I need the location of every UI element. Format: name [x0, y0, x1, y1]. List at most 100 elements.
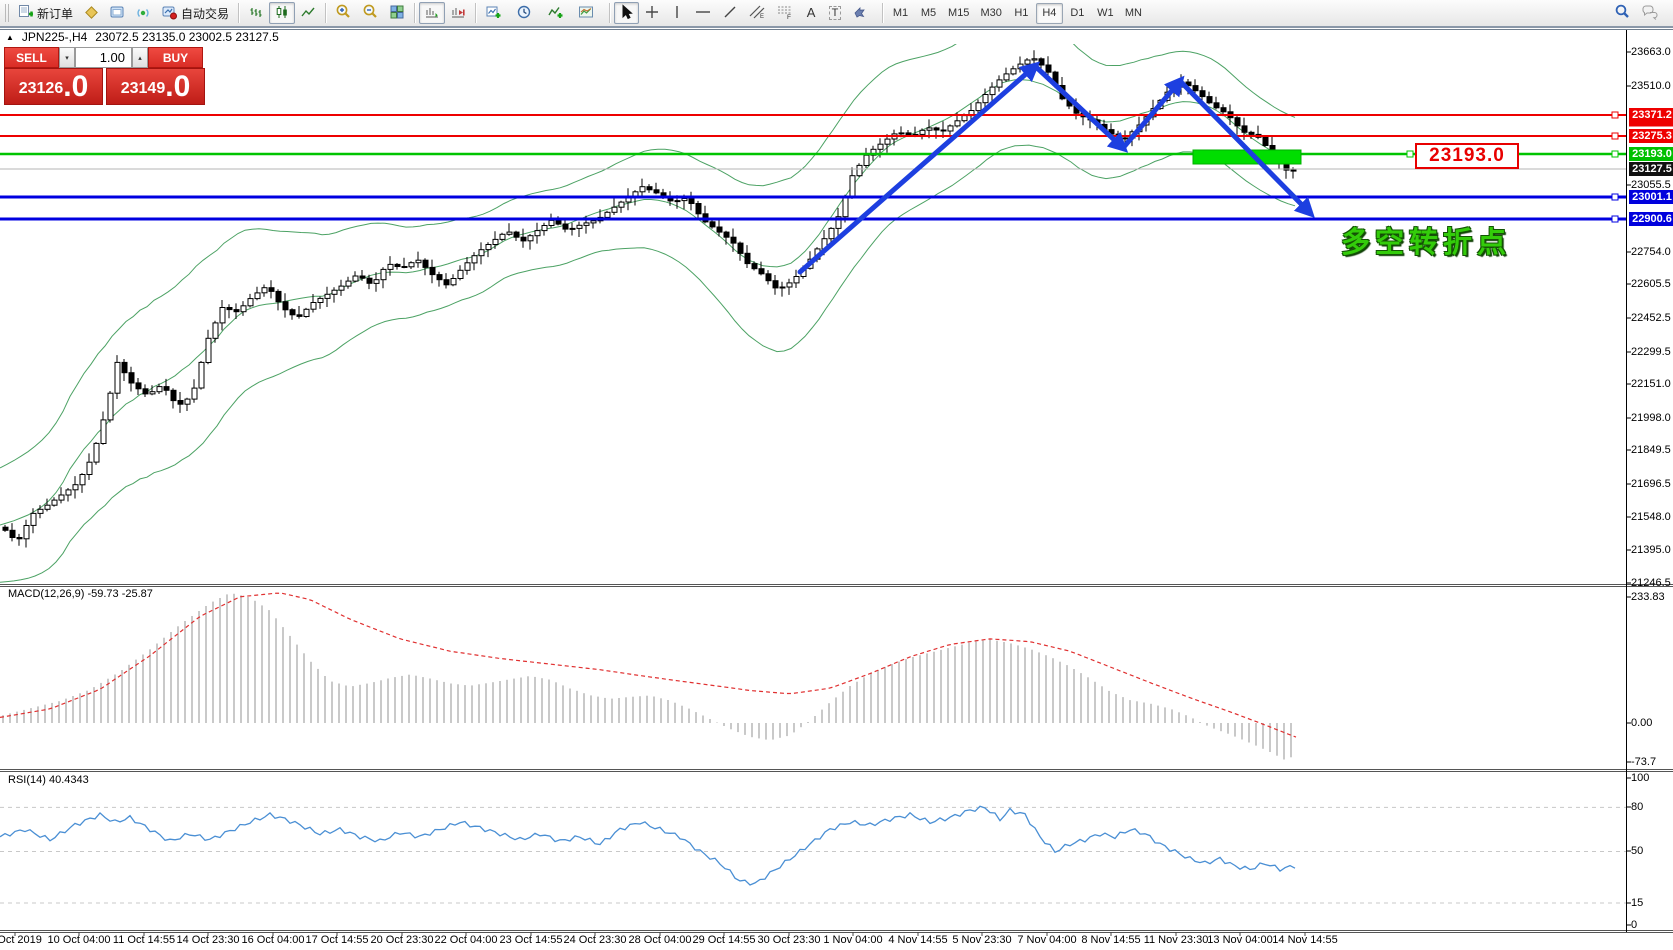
crosshair-tool-button[interactable]	[639, 2, 665, 24]
new-order-label: 新订单	[37, 6, 74, 21]
collapse-triangle-icon[interactable]: ▲	[6, 32, 14, 42]
shapes-arrows-icon	[852, 4, 868, 23]
sell-price-pips: .0	[63, 70, 89, 103]
new-order-button[interactable]: 新订单	[13, 2, 78, 24]
bar-chart-button[interactable]	[243, 2, 269, 24]
cursor-tool-button[interactable]	[614, 2, 640, 24]
svg-text:E: E	[760, 14, 764, 20]
zoom-out-button[interactable]	[357, 2, 384, 24]
toolbar: 新订单 自动交易	[0, 0, 1673, 28]
axis-tick-label: 100	[1631, 772, 1650, 784]
autotrading-label: 自动交易	[181, 6, 230, 21]
fibonacci-tool-button[interactable]: F	[771, 2, 799, 24]
axis-tick-label: 0.00	[1631, 717, 1653, 729]
timeframe-MN[interactable]: MN	[1124, 7, 1142, 19]
time-label: 11 Oct 14:55	[112, 934, 176, 946]
tile-windows-icon	[389, 4, 405, 23]
time-label: 11 Nov 23:30	[1143, 934, 1209, 946]
toolbar-grip[interactable]	[5, 4, 10, 22]
axis-tick-label: 233.83	[1631, 591, 1665, 603]
crosshair-icon	[644, 4, 660, 23]
zoom-out-icon	[362, 3, 379, 23]
equidistant-channel-tool-button[interactable]: E	[743, 2, 771, 24]
candlestick-chart-button[interactable]	[269, 2, 296, 24]
covered-badge-sliver	[1629, 121, 1673, 127]
toolbar-separator	[414, 3, 416, 23]
buy-button[interactable]: BUY	[148, 47, 203, 68]
chart-shift-icon	[450, 4, 466, 23]
search-icon	[1614, 3, 1631, 23]
volume-increase-button[interactable]: ▴	[132, 47, 148, 68]
timeframe-D1[interactable]: D1	[1070, 7, 1085, 19]
toolbar-separator	[882, 3, 884, 23]
line-chart-button[interactable]	[295, 2, 321, 24]
zigzag-trend-arrows[interactable]	[797, 61, 1315, 275]
zoom-in-button[interactable]	[330, 2, 357, 24]
periods-dropdown[interactable]	[511, 2, 542, 24]
time-label: 8 Nov 14:55	[1081, 934, 1141, 946]
text-tool-button[interactable]: A	[799, 2, 823, 24]
new-chart-icon	[485, 4, 501, 23]
vertical-line-icon	[672, 4, 682, 23]
timeframe-H4[interactable]: H4	[1035, 2, 1063, 24]
turning-point-annotation[interactable]: 多空转折点	[1341, 227, 1512, 259]
sell-price-main: 23126	[18, 80, 64, 97]
sell-price-tile[interactable]: 23126.0	[4, 68, 103, 105]
timeframe-M5[interactable]: M5	[920, 7, 937, 19]
signals-button[interactable]	[130, 2, 156, 24]
timeframe-M30[interactable]: M30	[980, 7, 1002, 19]
axis-tick-label: 21696.5	[1631, 478, 1671, 490]
buy-price-main: 23149	[120, 80, 166, 97]
axis-tick-label: 0	[1631, 919, 1638, 931]
axis-tick-label: 22754.0	[1631, 246, 1671, 258]
horizontal-line-tool-button[interactable]	[689, 2, 717, 24]
time-label: 29 Oct 14:55	[692, 934, 756, 946]
macd-indicator-label: MACD(12,26,9) -59.73 -25.87	[8, 588, 153, 600]
axis-tick-label: -73.7	[1631, 756, 1657, 768]
axis-tick-label: 15	[1631, 897, 1644, 909]
toolbar-separator	[238, 3, 240, 23]
new-chart-dropdown[interactable]	[480, 2, 511, 24]
sell-button[interactable]: SELL	[4, 47, 59, 68]
timeframe-M1[interactable]: M1	[892, 7, 909, 19]
trendline-tool-button[interactable]	[717, 2, 743, 24]
volume-input[interactable]: 1.00	[75, 47, 132, 68]
axis-tick-label: 21246.5	[1631, 577, 1671, 589]
axis-tick-label: 50	[1631, 845, 1644, 857]
chart-shift-button[interactable]	[445, 2, 471, 24]
text-label-tool-button[interactable]: T	[823, 2, 847, 24]
timeframe-M15[interactable]: M15	[948, 7, 970, 19]
search-button[interactable]	[1609, 2, 1636, 24]
vertical-line-tool-button[interactable]	[665, 2, 689, 24]
indicators-dropdown[interactable]	[542, 2, 573, 24]
time-label: 14 Nov 14:55	[1272, 934, 1338, 946]
axis-tick-label: 22452.5	[1631, 312, 1671, 324]
timeframe-W1[interactable]: W1	[1097, 7, 1114, 19]
level-lines[interactable]	[0, 111, 1626, 223]
timeframe-H1[interactable]: H1	[1014, 7, 1029, 19]
buy-price-pips: .0	[165, 70, 191, 103]
price-badge-23001.1: 23001.1	[1629, 190, 1673, 204]
rsi-line	[0, 805, 1296, 886]
market-button[interactable]	[78, 2, 104, 24]
chat-button[interactable]	[1636, 2, 1665, 24]
autotrading-icon	[161, 4, 178, 23]
templates-dropdown[interactable]	[573, 2, 605, 24]
candlestick-chart-icon	[274, 4, 290, 23]
time-label: 24 Oct 23:30	[563, 934, 627, 946]
time-label: 4 Nov 14:55	[888, 934, 948, 946]
axis-tick-label: 21849.5	[1631, 444, 1671, 456]
auto-scroll-button[interactable]	[419, 2, 446, 24]
terminal-button[interactable]	[104, 2, 130, 24]
axis-tick-label: 80	[1631, 801, 1644, 813]
tile-windows-button[interactable]	[384, 2, 410, 24]
volume-decrease-button[interactable]: ▾	[59, 47, 75, 68]
price-callout-box[interactable]: 23193.0	[1415, 143, 1519, 169]
auto-scroll-icon	[424, 4, 440, 23]
autotrading-button[interactable]: 自动交易	[156, 2, 234, 24]
buy-price-tile[interactable]: 23149.0	[106, 68, 205, 105]
clock-icon	[516, 4, 532, 23]
shapes-dropdown[interactable]	[847, 2, 878, 24]
text-label-tool-icon: T	[828, 6, 842, 20]
